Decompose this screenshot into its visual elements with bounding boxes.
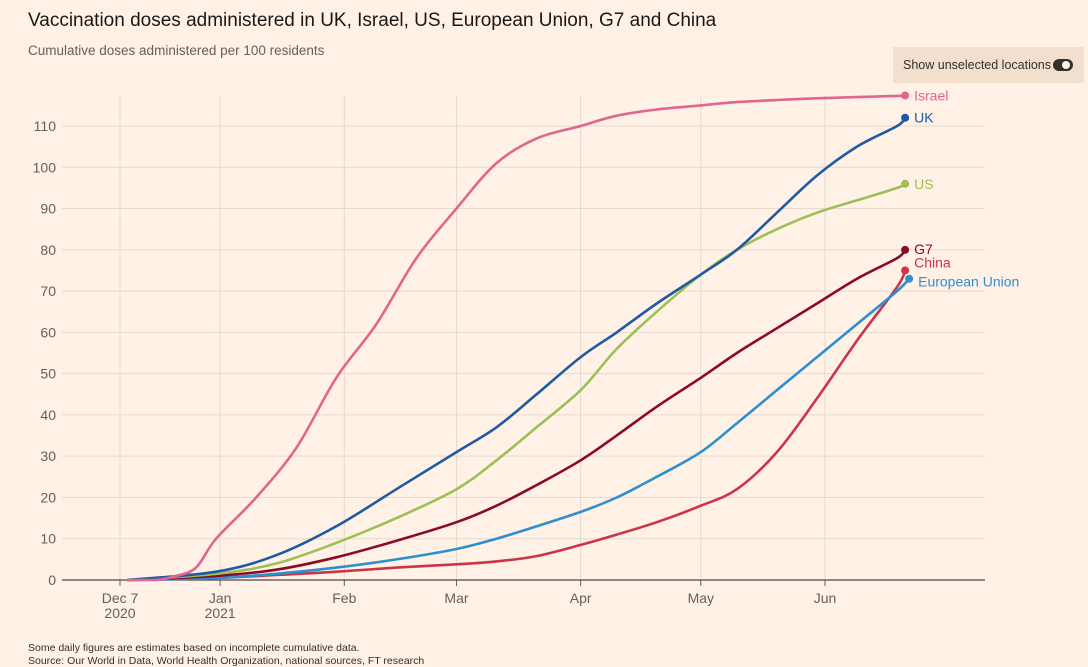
show-unselected-toggle[interactable]: Show unselected locations — [893, 47, 1084, 83]
series-endpoint-european-union — [905, 274, 914, 283]
series-endpoint-g7 — [901, 245, 910, 254]
y-tick-label: 50 — [40, 366, 56, 382]
series-endpoint-uk — [901, 113, 910, 122]
series-line-china — [126, 269, 907, 582]
toggle-label: Show unselected locations — [903, 58, 1052, 72]
x-tick-label: Jun — [814, 590, 837, 606]
y-tick-label: 30 — [40, 448, 56, 464]
x-tick-label-year: 2021 — [205, 605, 236, 621]
y-tick-label: 90 — [40, 201, 56, 217]
footnote-estimates: Some daily figures are estimates based o… — [28, 642, 360, 654]
series-label-european-union: European Union — [918, 274, 1019, 290]
series-endpoint-us — [901, 179, 910, 188]
series-line-israel — [126, 94, 907, 582]
series-label-israel: Israel — [914, 87, 948, 103]
y-tick-label: 80 — [40, 242, 56, 258]
footnote-source: Source: Our World in Data, World Health … — [28, 655, 425, 667]
toggle-switch-icon[interactable] — [1053, 59, 1073, 71]
toggle-knob — [1062, 61, 1070, 69]
y-tick-label: 20 — [40, 489, 56, 505]
x-tick-label: Mar — [444, 590, 468, 606]
y-tick-label: 70 — [40, 283, 56, 299]
y-tick-label: 40 — [40, 407, 56, 423]
y-tick-label: 100 — [33, 159, 57, 175]
x-tick-label: May — [688, 590, 714, 606]
series-line-us — [126, 182, 907, 582]
series-label-g7: G7 — [914, 241, 933, 257]
series-line-g7 — [126, 248, 907, 582]
y-tick-label: 0 — [48, 572, 56, 588]
x-tick-label: Jan — [209, 590, 232, 606]
x-tick-label: Dec 7 — [102, 590, 139, 606]
series-label-us: US — [914, 176, 933, 192]
chart-title: Vaccination doses administered in UK, Is… — [28, 10, 717, 31]
series-endpoint-china — [901, 266, 910, 275]
series-line-uk — [126, 116, 907, 582]
x-tick-label: Feb — [332, 590, 356, 606]
y-tick-label: 10 — [40, 531, 56, 547]
chart-subtitle: Cumulative doses administered per 100 re… — [28, 43, 325, 58]
series-endpoint-israel — [901, 91, 910, 100]
series-label-china: China — [914, 254, 951, 270]
series-label-uk: UK — [914, 110, 934, 126]
y-tick-label: 110 — [34, 118, 57, 134]
x-tick-label-year: 2020 — [104, 605, 135, 621]
x-tick-label: Apr — [570, 590, 592, 606]
y-tick-label: 60 — [40, 324, 56, 340]
series-line-european-union — [126, 277, 911, 582]
